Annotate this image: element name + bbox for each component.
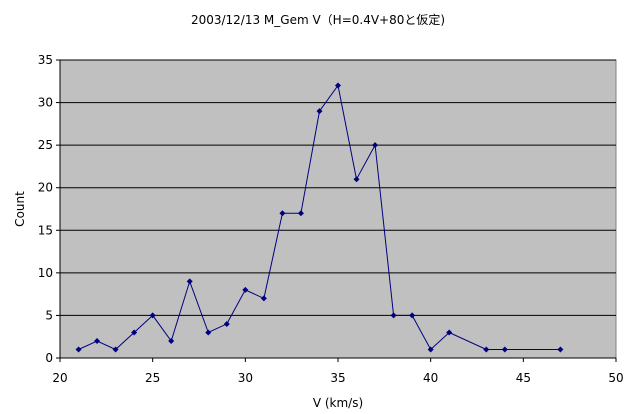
chart-title: 2003/12/13 M_Gem V（H=0.4V+80と仮定) — [191, 12, 445, 27]
tick-labels: 0 5 10 15 20 25 30 35 20 25 30 35 40 45 50 — [38, 53, 624, 385]
gridlines — [60, 59, 616, 316]
x-tick-label: 25 — [145, 371, 160, 385]
data-point — [260, 295, 267, 302]
data-point — [205, 329, 212, 336]
x-tick-label: 30 — [238, 371, 253, 385]
y-tick-label: 35 — [38, 53, 53, 67]
data-point — [242, 286, 249, 293]
x-tick-label: 20 — [52, 371, 67, 385]
y-tick-label: 25 — [38, 138, 53, 152]
data-point — [94, 337, 101, 344]
y-tick-label: 0 — [45, 351, 53, 365]
y-tick-label: 30 — [38, 96, 53, 110]
y-tick-label: 10 — [38, 266, 53, 280]
data-point — [483, 346, 490, 353]
data-point — [297, 210, 304, 217]
data-point — [409, 312, 416, 319]
data-point — [372, 142, 379, 149]
axes — [56, 59, 617, 362]
data-point — [446, 329, 453, 336]
data-point — [168, 337, 175, 344]
data-point — [279, 210, 286, 217]
x-tick-label: 50 — [608, 371, 623, 385]
data-point — [335, 82, 341, 89]
x-tick-label: 35 — [330, 371, 345, 385]
data-point — [75, 346, 82, 353]
data-point — [353, 176, 360, 183]
data-point — [223, 320, 230, 327]
y-axis-label: Count — [13, 191, 27, 227]
y-tick-label: 5 — [45, 308, 53, 322]
y-tick-label: 15 — [38, 223, 53, 237]
data-point — [316, 108, 323, 115]
data-point — [186, 278, 193, 285]
data-point — [112, 346, 119, 353]
y-tick-label: 20 — [38, 181, 53, 195]
series-group — [75, 82, 564, 353]
plot-area — [59, 59, 617, 359]
data-point — [149, 312, 156, 319]
series-line — [78, 84, 561, 351]
x-tick-label: 40 — [423, 371, 438, 385]
data-point — [427, 346, 434, 353]
data-point — [501, 346, 508, 353]
x-axis-label: V (km/s) — [313, 396, 363, 410]
data-point — [390, 312, 397, 319]
data-point — [557, 346, 564, 353]
data-point — [131, 329, 138, 336]
x-tick-label: 45 — [516, 371, 531, 385]
